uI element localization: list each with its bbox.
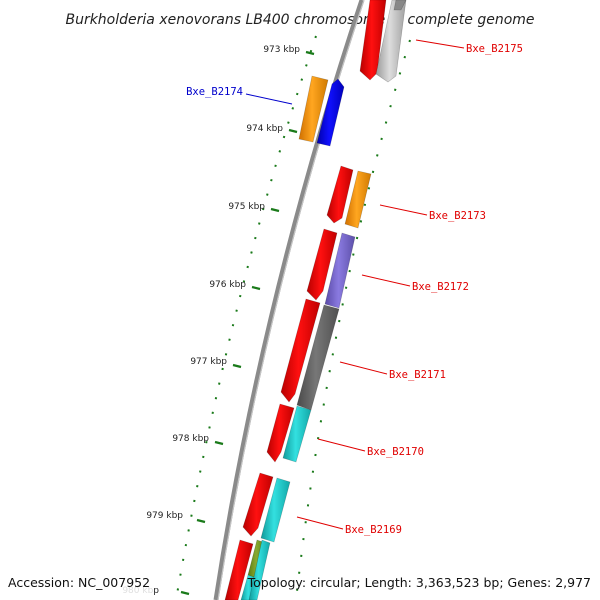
gene-label[interactable]: Bxe_B2170 bbox=[367, 446, 424, 458]
map-title: Burkholderia xenovorans LB400 chromosome… bbox=[65, 12, 534, 28]
footer-background-left bbox=[4, 572, 154, 594]
gene-Bxe_B2174-cog[interactable] bbox=[298, 75, 329, 143]
gene-Bxe_B2175-cog[interactable] bbox=[375, 0, 407, 83]
gene-Bxe_B2172-cog[interactable] bbox=[324, 232, 356, 309]
kbp-label: 978 kbp bbox=[172, 434, 209, 444]
gene-Bxe_B2174-blue[interactable] bbox=[316, 78, 345, 147]
gene-Bxe_B2172-red[interactable] bbox=[306, 228, 338, 301]
gene-Bxe_B2173-red[interactable] bbox=[326, 165, 354, 224]
gene-Bxe_B2170-cog[interactable] bbox=[282, 405, 312, 463]
gene-label[interactable]: Bxe_B2169 bbox=[345, 524, 402, 536]
gene-Bxe_B2169-cog[interactable] bbox=[260, 477, 291, 543]
gene-label[interactable]: Bxe_B2172 bbox=[412, 281, 469, 293]
gene-label[interactable]: Bxe_B2175 bbox=[466, 43, 523, 55]
kbp-label: 975 kbp bbox=[228, 202, 265, 212]
gene-labels: Bxe_B2175 Bxe_B2174 Bxe_B2173 Bxe_B2172 … bbox=[186, 43, 523, 536]
gene-Bxe_B2169-red[interactable] bbox=[242, 472, 274, 537]
accession-text: Accession: NC_007952 bbox=[8, 575, 150, 590]
scale-track-left bbox=[175, 35, 317, 600]
major-ticks bbox=[180, 50, 315, 596]
gene-label[interactable]: Bxe_B2173 bbox=[429, 210, 486, 222]
kbp-label: 976 kbp bbox=[209, 280, 246, 290]
kbp-label: 973 kbp bbox=[263, 45, 300, 55]
gene-Bxe_B2170-red[interactable] bbox=[266, 403, 295, 463]
kbp-label: 974 kbp bbox=[246, 124, 283, 134]
gene-next-cyan-2[interactable] bbox=[248, 539, 271, 600]
gene-next-red[interactable] bbox=[224, 539, 254, 600]
kbp-label: 979 kbp bbox=[146, 511, 183, 521]
gene-features bbox=[224, 0, 407, 600]
gene-Bxe_B2171-red[interactable] bbox=[280, 298, 321, 403]
gene-label[interactable]: Bxe_B2174 bbox=[186, 86, 243, 98]
leader-lines bbox=[245, 39, 465, 530]
kbp-label: 977 kbp bbox=[190, 357, 227, 367]
gene-label[interactable]: Bxe_B2171 bbox=[389, 369, 446, 381]
gene-Bxe_B2175-cog-edge bbox=[393, 0, 407, 11]
gene-Bxe_B2175-red[interactable] bbox=[359, 0, 387, 81]
genome-summary-text: Topology: circular; Length: 3,363,523 bp… bbox=[247, 575, 591, 590]
gene-Bxe_B2173-cog[interactable] bbox=[344, 170, 372, 229]
